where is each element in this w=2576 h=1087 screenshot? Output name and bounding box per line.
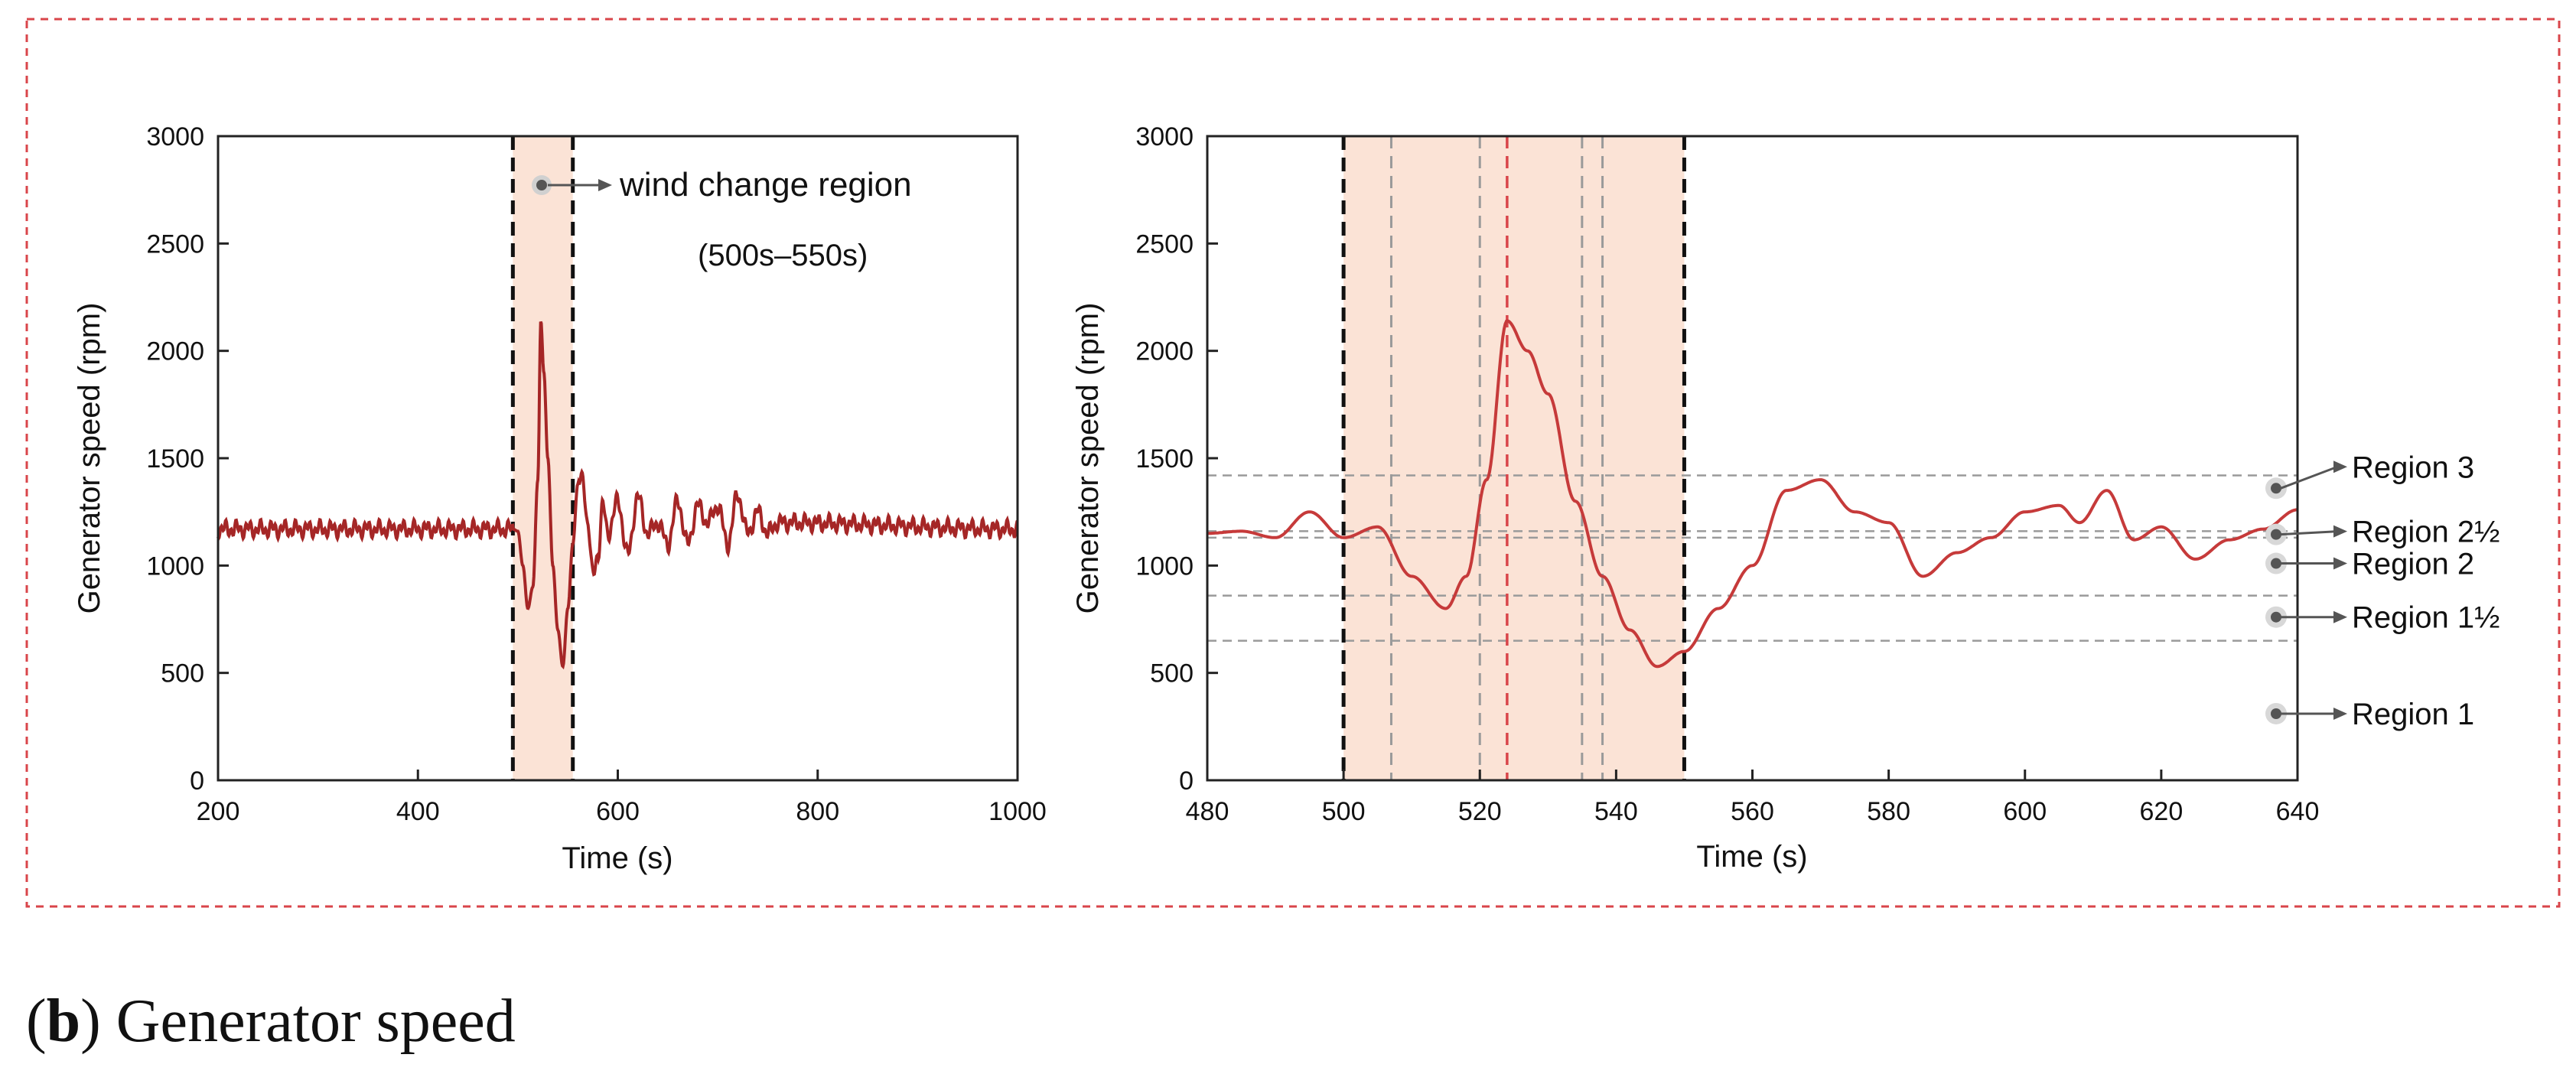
region-marker-core (2271, 483, 2281, 494)
region-arrow (2280, 530, 2338, 536)
right-x-axis-label: Time (s) (1696, 840, 1807, 874)
y-tick-label: 2000 (1135, 337, 1194, 366)
x-tick-label: 600 (2003, 797, 2047, 826)
left-y-axis-label: Generator speed (rpm) (73, 303, 106, 614)
y-tick-label: 2000 (146, 337, 204, 366)
x-tick-label: 200 (197, 797, 240, 826)
caption-open-paren: ( (26, 988, 47, 1055)
x-tick-label: 540 (1594, 797, 1638, 826)
region-arrow (2280, 465, 2338, 490)
y-tick-label: 3000 (146, 122, 204, 151)
region-label: Region 1½ (2352, 601, 2499, 635)
y-tick-label: 2500 (1135, 229, 1194, 259)
caption-text: Generator speed (116, 988, 516, 1055)
region-arrowhead (2333, 557, 2347, 570)
right-chart: 480 500 520 540 560 580 600 620 640 0 500 1000 1500 2… (1071, 122, 2499, 874)
y-tick-label: 3000 (1135, 122, 1194, 151)
region-label: Region 1 (2352, 698, 2474, 731)
y-tick-label: 500 (161, 659, 204, 688)
wind-change-annotation: wind change region (500s–550s) (532, 166, 912, 272)
region-label: Region 3 (2352, 451, 2474, 484)
generator-speed-line (217, 321, 1019, 670)
y-tick-label: 0 (190, 766, 204, 796)
left-chart: 200 400 600 800 1000 0 500 1000 1500 2000 2500 3000… (73, 122, 1047, 875)
y-tick-label: 1500 (1135, 444, 1194, 474)
y-tick-label: 0 (1179, 766, 1194, 796)
x-tick-label: 520 (1458, 797, 1502, 826)
annotation-marker-core (536, 180, 547, 190)
annotation-label: wind change region (619, 166, 912, 203)
caption-letter: b (46, 988, 81, 1055)
x-tick-label: 560 (1731, 797, 1774, 826)
y-tick-label: 2500 (146, 229, 204, 259)
region-marker-core (2271, 529, 2281, 540)
x-tick-label: 1000 (988, 797, 1047, 826)
right-y-axis-label: Generator speed (rpm) (1071, 303, 1105, 614)
region-marker-core (2271, 708, 2281, 719)
x-tick-label: 400 (396, 797, 440, 826)
y-tick-label: 1000 (146, 552, 204, 581)
wind-change-shaded-region (513, 136, 573, 780)
y-tick-label: 1000 (1135, 552, 1194, 581)
x-tick-label: 640 (2276, 797, 2320, 826)
caption-close-paren: ) (80, 988, 101, 1055)
x-tick-label: 800 (796, 797, 839, 826)
wind-change-shaded-region (1343, 136, 1685, 780)
left-plot-area (217, 135, 1019, 782)
region-marker-core (2271, 611, 2281, 623)
region-label: Region 2½ (2352, 516, 2499, 549)
y-tick-label: 1500 (146, 444, 204, 474)
region-label: Region 2 (2352, 548, 2474, 581)
x-tick-label: 620 (2140, 797, 2184, 826)
generator-speed-line (1207, 319, 2298, 669)
figure-frame (25, 18, 2561, 908)
left-x-axis-label: Time (s) (562, 841, 672, 875)
region-arrowhead (2333, 525, 2347, 538)
annotation-sublabel: (500s–550s) (698, 239, 868, 272)
x-tick-label: 480 (1186, 797, 1229, 826)
x-tick-label: 580 (1867, 797, 1910, 826)
region-marker-core (2271, 558, 2281, 569)
region-arrowhead (2333, 461, 2347, 474)
x-tick-label: 500 (1322, 797, 1366, 826)
region-arrowhead (2333, 610, 2347, 623)
x-tick-label: 600 (596, 797, 640, 826)
figure-caption: (b) Generator speed (26, 987, 516, 1056)
annotation-arrowhead (598, 179, 612, 191)
region-arrowhead (2333, 707, 2347, 720)
y-tick-label: 500 (1150, 659, 1194, 688)
